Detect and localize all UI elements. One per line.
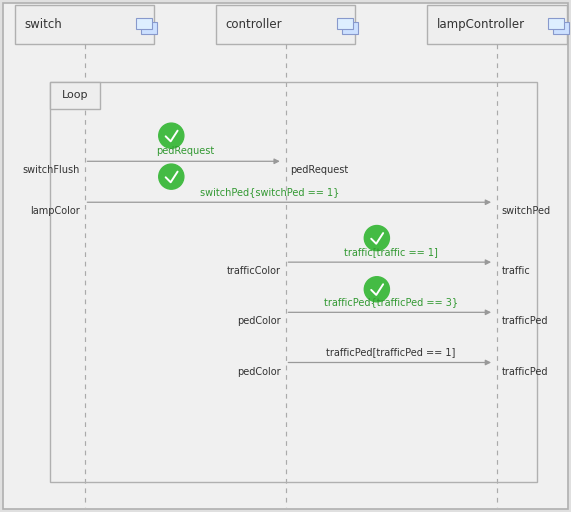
Text: Loop: Loop [62,90,89,100]
Text: pedRequest: pedRequest [290,165,348,176]
Text: pedRequest: pedRequest [156,146,214,156]
Text: pedColor: pedColor [238,367,281,377]
FancyBboxPatch shape [14,5,154,44]
Text: traffic[traffic == 1]: traffic[traffic == 1] [344,247,438,257]
Text: traffic: traffic [501,266,530,276]
FancyBboxPatch shape [427,5,566,44]
FancyBboxPatch shape [3,3,568,509]
Text: switchPed{switchPed == 1}: switchPed{switchPed == 1} [200,187,340,197]
Text: switchPed: switchPed [501,206,550,217]
FancyBboxPatch shape [548,18,564,29]
Text: controller: controller [226,18,283,31]
Ellipse shape [364,225,389,251]
Text: switch: switch [25,18,63,31]
Text: trafficPed[trafficPed == 1]: trafficPed[trafficPed == 1] [327,347,456,357]
Text: switchFlush: switchFlush [23,165,80,176]
Ellipse shape [159,123,184,148]
FancyBboxPatch shape [50,82,100,109]
Text: lampColor: lampColor [30,206,80,217]
Text: pedColor: pedColor [238,316,281,327]
Ellipse shape [159,164,184,189]
Ellipse shape [364,276,389,302]
FancyBboxPatch shape [553,22,569,34]
Text: trafficPed: trafficPed [501,367,548,377]
FancyBboxPatch shape [337,18,353,29]
Text: trafficPed{trafficPed == 3}: trafficPed{trafficPed == 3} [324,297,458,307]
FancyBboxPatch shape [140,22,156,34]
FancyBboxPatch shape [341,22,357,34]
FancyBboxPatch shape [216,5,355,44]
Text: lampController: lampController [437,18,525,31]
Text: trafficColor: trafficColor [227,266,281,276]
Text: trafficPed: trafficPed [501,316,548,327]
FancyBboxPatch shape [136,18,152,29]
